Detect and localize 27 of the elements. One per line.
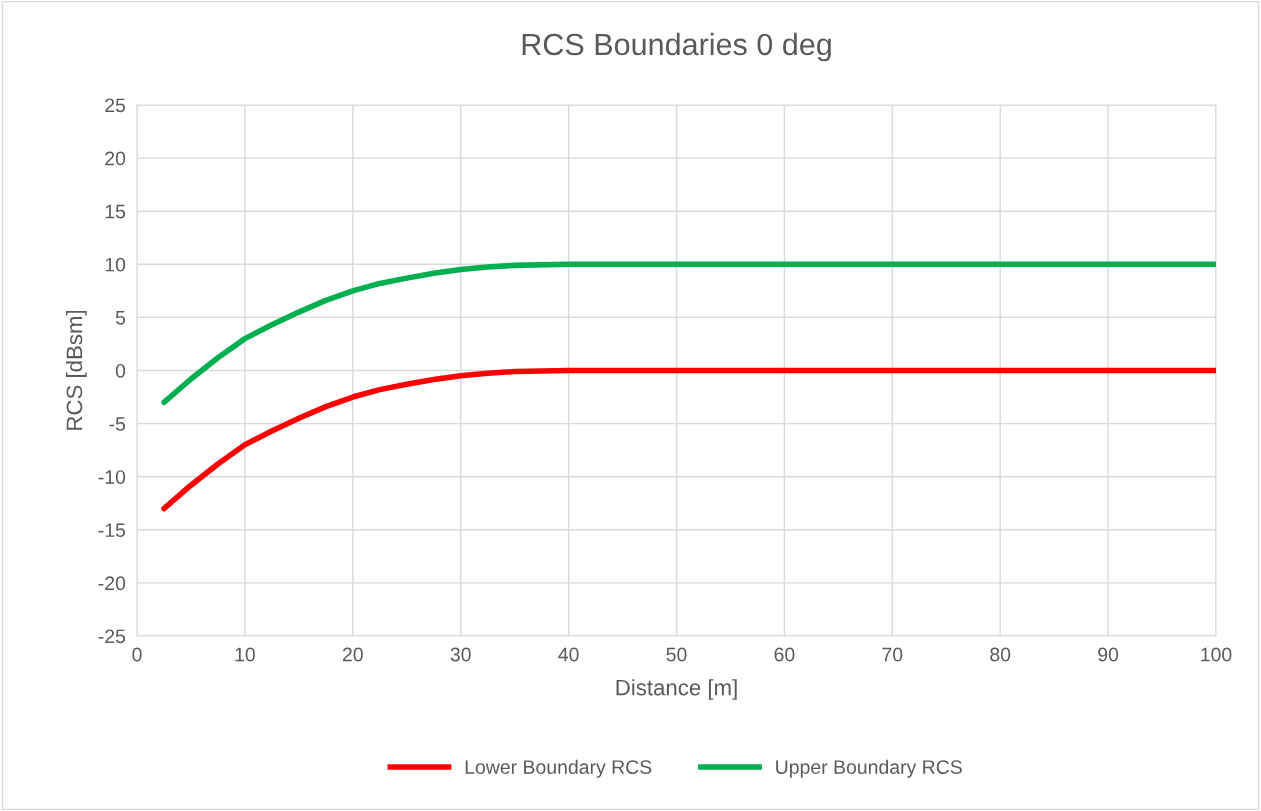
legend-label: Lower Boundary RCS bbox=[465, 759, 652, 778]
x-tick-label: 20 bbox=[342, 647, 363, 662]
x-tick-label: 0 bbox=[132, 647, 142, 662]
y-tick-label: -25 bbox=[98, 629, 126, 644]
legend-label: Upper Boundary RCS bbox=[776, 759, 962, 778]
y-tick-label: -15 bbox=[98, 523, 126, 538]
y-tick-label: 10 bbox=[105, 257, 126, 272]
x-tick-label: 40 bbox=[558, 647, 579, 662]
x-tick-label: 100 bbox=[1201, 647, 1232, 662]
x-axis-title: Distance [m] bbox=[616, 679, 737, 700]
x-tick-label: 50 bbox=[666, 647, 687, 662]
x-tick-label: 80 bbox=[990, 647, 1011, 662]
chart-title: RCS Boundaries 0 deg bbox=[522, 32, 831, 62]
y-tick-label: 0 bbox=[115, 363, 126, 378]
x-tick-label: 90 bbox=[1098, 647, 1119, 662]
y-tick-label: 5 bbox=[115, 311, 126, 325]
x-tick-label: 10 bbox=[235, 647, 255, 662]
y-tick-label: 25 bbox=[105, 98, 126, 113]
y-tick-label: -5 bbox=[109, 417, 126, 431]
y-tick-label: 20 bbox=[105, 151, 126, 166]
y-axis-title: RCS [dBsm] bbox=[65, 310, 87, 430]
y-tick-label: 15 bbox=[105, 204, 126, 219]
y-tick-label: -10 bbox=[98, 470, 126, 484]
y-tick-label: -20 bbox=[98, 576, 126, 591]
x-tick-label: 70 bbox=[882, 647, 903, 662]
x-tick-label: 30 bbox=[450, 647, 471, 662]
x-tick-label: 60 bbox=[774, 647, 795, 662]
